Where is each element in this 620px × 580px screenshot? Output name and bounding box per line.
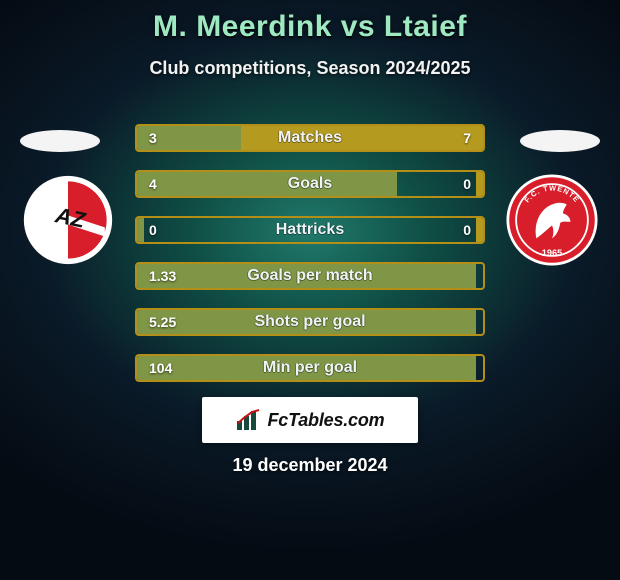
bar-fill-left xyxy=(137,126,241,150)
date-label: 19 december 2024 xyxy=(0,455,620,476)
svg-text:1965: 1965 xyxy=(542,248,562,258)
stat-row: Hattricks00 xyxy=(135,206,485,252)
club-badge-right: 1965 F.C. TWENTE xyxy=(506,174,598,266)
player-right-flag xyxy=(520,130,600,152)
subtitle: Club competitions, Season 2024/2025 xyxy=(0,58,620,79)
stats-bars: Matches37Goals40Hattricks00Goals per mat… xyxy=(135,114,485,390)
fctables-watermark: FcTables.com xyxy=(202,397,418,443)
stat-row: Goals per match1.33 xyxy=(135,252,485,298)
stat-row: Matches37 xyxy=(135,114,485,160)
bar-track xyxy=(135,216,485,244)
fctables-label: FcTables.com xyxy=(268,410,385,431)
bar-fill-left xyxy=(137,356,476,380)
stat-row: Min per goal104 xyxy=(135,344,485,390)
bar-fill-left xyxy=(137,218,144,242)
bar-fill-left xyxy=(137,172,397,196)
player-left-flag xyxy=(20,130,100,152)
stat-row: Goals40 xyxy=(135,160,485,206)
page-title: M. Meerdink vs Ltaief xyxy=(0,0,620,44)
bar-fill-right xyxy=(241,126,483,150)
bar-fill-right xyxy=(476,172,483,196)
stat-row: Shots per goal5.25 xyxy=(135,298,485,344)
bar-fill-left xyxy=(137,310,476,334)
bar-fill-right xyxy=(476,218,483,242)
bar-fill-left xyxy=(137,264,476,288)
chart-icon xyxy=(236,409,262,431)
club-badge-left: AZ xyxy=(22,174,114,266)
